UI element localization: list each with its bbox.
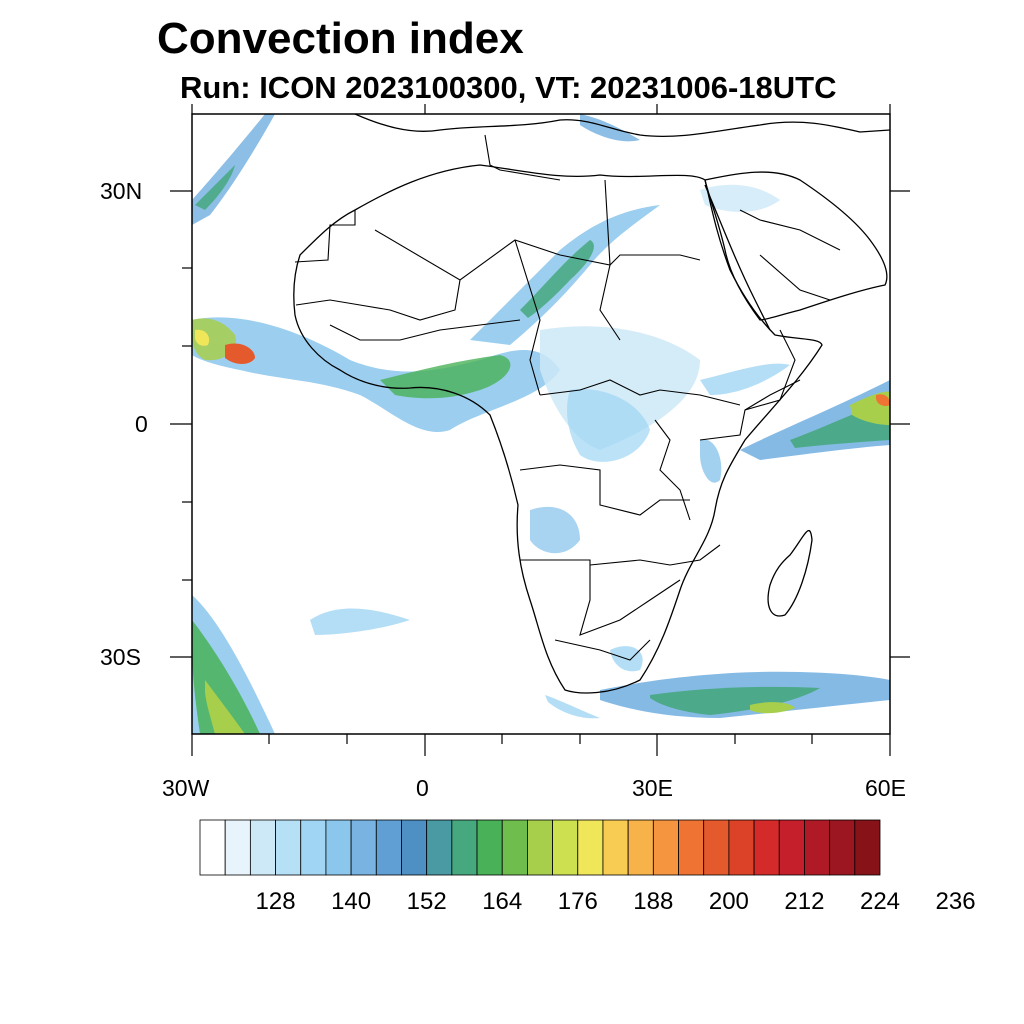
colorbar-swatch	[275, 819, 302, 876]
map-frame	[191, 113, 891, 735]
colorbar-swatch	[401, 819, 428, 876]
lon-label-0: 0	[416, 775, 429, 801]
lat-label-30s: 30S	[100, 644, 141, 670]
chart-subtitle: Run: ICON 2023100300, VT: 20231006-18UTC	[180, 70, 837, 105]
country-border	[539, 379, 741, 406]
colorbar-swatch	[476, 819, 503, 876]
chart-title: Convection index	[157, 14, 524, 63]
country-border	[294, 210, 356, 263]
convection-region	[876, 394, 890, 407]
convection-region	[520, 240, 594, 318]
convection-region	[700, 439, 722, 483]
arabia-coastline	[704, 171, 888, 321]
colorbar	[199, 819, 881, 876]
colorbar-swatch	[501, 819, 528, 876]
colorbar-swatch	[325, 819, 352, 876]
convection-region	[530, 506, 580, 554]
colorbar-swatch	[804, 819, 831, 876]
country-border	[374, 229, 701, 281]
colorbar-swatch	[375, 819, 402, 876]
colorbar-swatch	[703, 819, 730, 876]
africa-coastline	[293, 164, 823, 694]
lon-label-30e: 30E	[632, 775, 673, 801]
convection-region	[192, 318, 236, 361]
colorbar-tick-label: 176	[557, 888, 598, 915]
country-border	[295, 279, 461, 321]
country-borders	[294, 134, 841, 661]
country-border	[329, 319, 521, 341]
colorbar-swatch	[527, 819, 553, 876]
convection-region	[195, 165, 235, 210]
convection-region	[700, 184, 780, 212]
country-border	[520, 559, 681, 636]
colorbar-tick-label: 140	[331, 888, 372, 915]
convection-region	[700, 363, 790, 395]
lon-label-60e: 60E	[865, 775, 906, 801]
convection-region	[192, 317, 560, 432]
country-border	[589, 544, 721, 566]
colorbar-swatch	[829, 819, 856, 876]
colorbar-swatch	[652, 819, 679, 876]
colorbar-swatch	[728, 819, 755, 876]
red-sea-coastline	[704, 184, 771, 331]
colorbar-tick-label: 236	[935, 888, 976, 915]
convection-region	[567, 389, 650, 462]
country-border	[554, 639, 651, 661]
colorbar-swatch	[753, 819, 780, 876]
coastlines	[293, 114, 890, 694]
convection-region	[310, 608, 410, 635]
colorbar-swatch	[249, 819, 276, 876]
country-border	[654, 419, 691, 521]
country-border	[739, 209, 841, 251]
colorbar-swatch	[854, 819, 881, 876]
colorbar-swatch	[199, 819, 226, 876]
colorbar-swatch	[627, 819, 654, 876]
colorbar-tick-label: 152	[406, 888, 447, 915]
axis-ticks	[170, 104, 910, 756]
europe-coastline	[354, 114, 890, 137]
country-border	[514, 239, 541, 396]
lat-label-30n: 30N	[100, 178, 143, 204]
lat-label-0: 0	[135, 411, 148, 437]
lon-label-30w: 30W	[162, 775, 210, 801]
colorbar-swatch	[678, 819, 705, 876]
convection-region	[545, 695, 600, 719]
colorbar-swatch	[602, 819, 629, 876]
colorbar-tick-label: 188	[633, 888, 674, 915]
convection-region	[194, 329, 210, 346]
convection-region	[205, 680, 245, 734]
colorbar-swatch	[552, 819, 579, 876]
colorbar-swatch	[350, 819, 377, 876]
convection-region	[750, 702, 795, 714]
country-border	[759, 254, 831, 301]
colorbar-tick-label: 200	[708, 888, 749, 915]
colorbar-swatch	[426, 819, 453, 876]
convection-region	[225, 343, 255, 364]
country-border	[599, 179, 621, 341]
colorbar-tick-label: 128	[255, 888, 296, 915]
country-border	[744, 329, 796, 411]
colorbar-tick-label: 164	[482, 888, 523, 915]
convection-field	[192, 114, 890, 734]
colorbar-swatch	[577, 819, 604, 876]
convection-region	[650, 686, 820, 715]
colorbar-swatch	[451, 819, 478, 876]
colorbar-swatch	[224, 819, 251, 876]
colorbar-tick-label: 224	[859, 888, 901, 915]
colorbar-swatch	[778, 819, 805, 876]
country-border	[519, 464, 690, 516]
country-border	[484, 134, 561, 181]
colorbar-tick-label: 212	[784, 888, 825, 915]
madagascar-coastline	[767, 530, 813, 617]
colorbar-swatch	[300, 819, 327, 876]
